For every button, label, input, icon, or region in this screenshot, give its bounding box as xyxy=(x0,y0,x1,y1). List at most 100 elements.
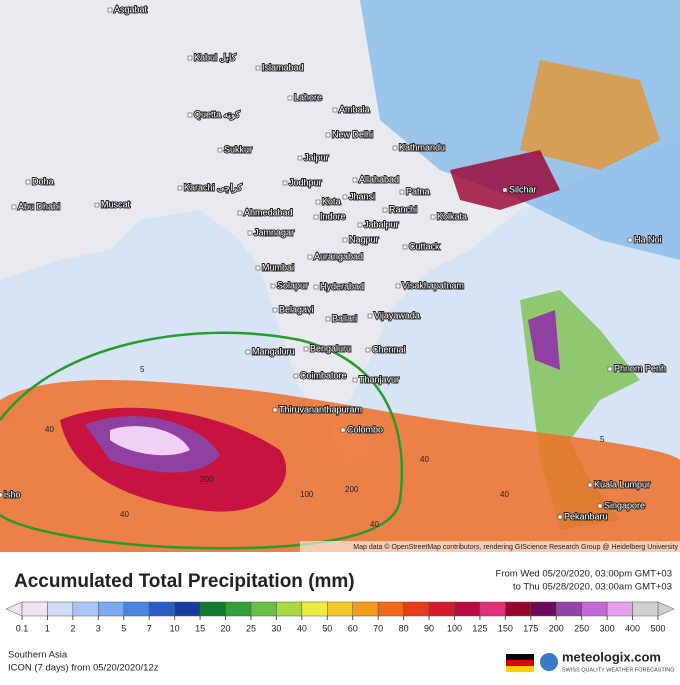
contour-label: 40 xyxy=(45,425,54,434)
city-marker xyxy=(352,177,358,183)
city-label: Ambala xyxy=(339,104,370,114)
tick-label: 30 xyxy=(271,623,281,633)
contour-label: 40 xyxy=(500,490,509,499)
tick-label: 90 xyxy=(424,623,434,633)
city-marker xyxy=(272,407,278,413)
city-marker xyxy=(430,214,436,220)
city-label: Jhansi xyxy=(349,191,375,201)
attribution: Map data © OpenStreetMap contributors, r… xyxy=(353,543,678,551)
city-label: Islamabad xyxy=(262,62,304,72)
city-marker xyxy=(313,214,319,220)
city-marker xyxy=(342,194,348,200)
city-marker xyxy=(255,265,261,271)
city-marker xyxy=(365,347,371,353)
city-label: Thiruvananthapuram xyxy=(279,404,362,414)
tick-label: 60 xyxy=(348,623,358,633)
city-label: Visakhapatnam xyxy=(402,280,464,290)
contour-label: 5 xyxy=(600,435,605,444)
city-label: Quetta کوټه xyxy=(194,109,241,120)
tick-label: 25 xyxy=(246,623,256,633)
city-marker xyxy=(303,346,309,352)
city-marker xyxy=(627,237,633,243)
brand: meteologix.com xyxy=(562,649,661,664)
color-bin xyxy=(479,601,506,617)
city-marker xyxy=(382,207,388,213)
color-bin xyxy=(276,601,303,617)
color-bin xyxy=(148,601,175,617)
city-marker xyxy=(25,179,31,185)
city-marker xyxy=(399,189,405,195)
flag xyxy=(506,654,534,672)
tick-label: 400 xyxy=(625,623,640,633)
city-marker xyxy=(245,349,251,355)
tick-label: 300 xyxy=(600,623,615,633)
color-bin xyxy=(174,601,201,617)
city-marker xyxy=(607,366,613,372)
contour-label: 200 xyxy=(200,475,214,484)
precip-north xyxy=(360,0,680,260)
city-marker xyxy=(237,210,243,216)
color-bin xyxy=(301,601,328,617)
color-bin xyxy=(327,601,353,617)
tick-label: 150 xyxy=(498,623,513,633)
city-marker xyxy=(107,7,113,13)
color-bin xyxy=(72,601,99,617)
tick-label: 7 xyxy=(147,623,152,633)
tick-label: 20 xyxy=(221,623,231,633)
contour-label: 5 xyxy=(140,365,145,374)
tick-label: 50 xyxy=(322,623,332,633)
color-bin xyxy=(555,601,582,617)
city-marker xyxy=(315,199,321,205)
city-label: Ballari xyxy=(332,313,357,323)
city-label: Phnom Penh xyxy=(614,363,666,373)
precip-china xyxy=(520,60,660,170)
city-marker xyxy=(357,222,363,228)
tick-label: 40 xyxy=(297,623,307,633)
city-label: Abu Dhabi xyxy=(18,201,60,211)
city-label: Silchar xyxy=(509,184,537,194)
city-marker xyxy=(177,185,183,191)
city-marker xyxy=(187,55,193,61)
tick-label: 175 xyxy=(523,623,538,633)
tick-label: 100 xyxy=(447,623,462,633)
city-label: Ranchi xyxy=(389,204,417,214)
city-marker xyxy=(94,202,100,208)
tick-label: 0.1 xyxy=(16,623,29,633)
contour-label: 40 xyxy=(370,520,379,529)
city-marker xyxy=(217,147,223,153)
tick-label: 500 xyxy=(650,623,665,633)
contour-label: 40 xyxy=(420,455,429,464)
logo-icon xyxy=(540,653,558,671)
city-label: Kathmandu xyxy=(399,142,445,152)
region: Southern Asia xyxy=(8,650,68,661)
city-label: Colombo xyxy=(347,424,383,434)
city-marker xyxy=(282,180,288,186)
city-label: Hyderabad xyxy=(320,281,364,291)
color-bin xyxy=(225,601,252,617)
city-marker xyxy=(270,283,276,289)
city-marker xyxy=(597,503,603,509)
precip-ne-india xyxy=(450,150,560,210)
contour-label: 100 xyxy=(300,490,314,499)
contour-label: 40 xyxy=(120,510,129,519)
precip-myanmar xyxy=(528,310,560,370)
tick-label: 15 xyxy=(195,623,205,633)
tick-label: 2 xyxy=(70,623,75,633)
city-marker xyxy=(293,373,299,379)
flag-black xyxy=(506,654,534,660)
color-bin xyxy=(377,601,404,617)
color-bin xyxy=(352,601,379,617)
tick-label: 70 xyxy=(373,623,383,633)
contour-label: 200 xyxy=(345,485,359,494)
city-label: Kabul کابل xyxy=(194,52,237,62)
city-label: Mangaluru xyxy=(252,346,295,356)
color-bin xyxy=(123,601,150,617)
attribution-bg xyxy=(300,541,680,552)
flag-red xyxy=(506,660,534,666)
city-label: Allahabad xyxy=(359,174,399,184)
city-marker xyxy=(325,132,331,138)
city-marker xyxy=(325,316,331,322)
color-bin xyxy=(606,601,633,617)
city-label: Jodhpur xyxy=(289,177,322,187)
city-label: Sukkur xyxy=(224,144,252,154)
